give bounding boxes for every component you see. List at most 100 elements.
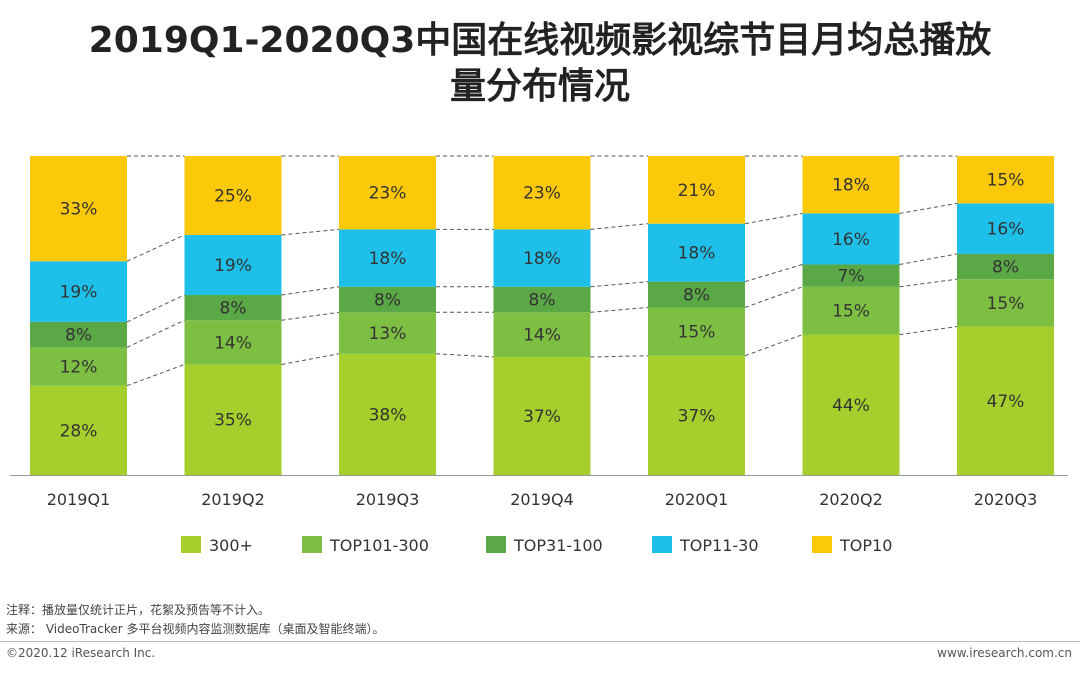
x-tick-label: 2020Q2 bbox=[819, 490, 883, 509]
data-label: 14% bbox=[214, 333, 252, 353]
data-label: 16% bbox=[987, 220, 1025, 240]
data-label: 19% bbox=[214, 256, 252, 276]
bar-segment-top10-2019q3 bbox=[339, 156, 436, 230]
bar-segment-top31-100-2020q1 bbox=[648, 281, 745, 308]
connector-line bbox=[281, 353, 340, 365]
connector-line bbox=[590, 306, 649, 313]
connector-line bbox=[899, 202, 958, 214]
connector-line bbox=[126, 234, 185, 262]
legend-label: TOP11-30 bbox=[679, 536, 759, 555]
bar-segment-top11-30-2019q2 bbox=[184, 234, 282, 295]
data-label: 15% bbox=[987, 294, 1025, 314]
bar-segment-top31-100-2019q3 bbox=[339, 286, 436, 313]
bar-segment-top10-2020q1 bbox=[648, 156, 745, 224]
data-label: 18% bbox=[678, 244, 716, 264]
data-label: 23% bbox=[369, 184, 407, 204]
connector-line bbox=[590, 355, 649, 358]
data-label: 15% bbox=[987, 171, 1025, 191]
legend-swatch bbox=[302, 536, 322, 553]
bar-segment-top31-100-2019q4 bbox=[493, 286, 591, 313]
data-label: 35% bbox=[214, 411, 252, 431]
legend-label: TOP101-300 bbox=[329, 536, 429, 555]
data-label: 15% bbox=[678, 323, 716, 343]
bar-segment-top31-100-2019q2 bbox=[184, 294, 282, 321]
x-tick-label: 2019Q1 bbox=[47, 490, 111, 509]
data-label: 37% bbox=[523, 407, 561, 427]
connector-line bbox=[744, 334, 803, 357]
legend-swatch bbox=[181, 536, 201, 553]
bar-segment-300--2019q3 bbox=[339, 353, 436, 475]
bar-segment-top31-100-2019q1 bbox=[30, 321, 127, 348]
connector-line bbox=[744, 212, 803, 225]
bar-segment-top11-30-2019q3 bbox=[339, 229, 436, 287]
bar-segment-300--2020q2 bbox=[802, 334, 900, 475]
connector-line bbox=[281, 228, 340, 236]
bar-segment-300--2020q3 bbox=[957, 326, 1054, 475]
x-tick-label: 2020Q3 bbox=[974, 490, 1038, 509]
chart-source: 来源： VideoTracker 多平台视频内容监测数据库（桌面及智能终端）。 bbox=[6, 622, 385, 636]
bar-segment-top101-300-2019q2 bbox=[184, 320, 282, 365]
bar-segment-top10-2020q3 bbox=[957, 156, 1054, 204]
data-label: 12% bbox=[60, 358, 98, 378]
chart-title-line-2: 量分布情况 bbox=[449, 66, 630, 107]
connector-line bbox=[899, 326, 958, 336]
data-label: 8% bbox=[992, 258, 1019, 278]
bar-segment-top101-300-2019q1 bbox=[30, 347, 127, 386]
bar-segment-top11-30-2019q1 bbox=[30, 261, 127, 322]
data-label: 47% bbox=[987, 392, 1025, 412]
bar-segment-top101-300-2020q3 bbox=[957, 279, 1054, 327]
stacked-bar-chart: 28% 12% 8% 19% 33% 2019Q1 35% 14% 8% 19% 25% 2019Q2… bbox=[10, 155, 1068, 555]
data-label: 8% bbox=[65, 326, 92, 346]
x-tick-label: 2019Q3 bbox=[356, 490, 420, 509]
bar-segment-top31-100-2020q3 bbox=[957, 253, 1054, 280]
footer-copyright: ©2020.12 iResearch Inc. bbox=[6, 646, 156, 660]
bar-segment-300--2019q1 bbox=[30, 385, 127, 475]
data-label: 15% bbox=[832, 302, 870, 322]
connector-line bbox=[126, 319, 185, 348]
bar-segment-top101-300-2019q3 bbox=[339, 312, 436, 354]
connector-line bbox=[126, 363, 185, 387]
data-label: 18% bbox=[369, 249, 407, 269]
bar-segment-top11-30-2019q4 bbox=[493, 229, 591, 287]
bar-segment-top10-2019q1 bbox=[30, 156, 127, 262]
data-label: 18% bbox=[523, 249, 561, 269]
footer-website: www.iresearch.com.cn bbox=[937, 646, 1072, 660]
data-label: 23% bbox=[523, 184, 561, 204]
bar-segment-top11-30-2020q1 bbox=[648, 223, 745, 282]
connector-line bbox=[281, 286, 340, 296]
data-label: 8% bbox=[374, 291, 401, 311]
connector-line bbox=[281, 311, 340, 321]
connector-line bbox=[744, 286, 803, 308]
bar-segment-top101-300-2019q4 bbox=[493, 312, 591, 357]
bar-segment-top101-300-2020q1 bbox=[648, 307, 745, 356]
data-label: 33% bbox=[60, 200, 98, 220]
data-label: 37% bbox=[678, 406, 716, 426]
x-tick-label: 2020Q1 bbox=[665, 490, 729, 509]
legend-label: 300+ bbox=[209, 536, 253, 555]
connector-line bbox=[590, 281, 649, 288]
data-label: 14% bbox=[523, 326, 561, 346]
data-label: 25% bbox=[214, 186, 252, 206]
x-tick-label: 2019Q2 bbox=[201, 490, 265, 509]
legend-swatch bbox=[486, 536, 506, 553]
connector-line bbox=[899, 253, 958, 265]
connector-line bbox=[744, 263, 803, 283]
bar-segment-top11-30-2020q2 bbox=[802, 213, 900, 265]
data-label: 28% bbox=[60, 421, 98, 441]
chart-note: 注释：播放量仅统计正片，花絮及预告等不计入。 bbox=[6, 603, 271, 617]
data-label: 8% bbox=[683, 286, 710, 306]
data-label: 38% bbox=[369, 405, 407, 425]
footer-divider bbox=[0, 641, 1080, 642]
connector-line bbox=[590, 223, 649, 230]
data-label: 16% bbox=[832, 230, 870, 250]
legend-label: TOP31-100 bbox=[513, 536, 603, 555]
bar-segment-top10-2020q2 bbox=[802, 156, 900, 214]
bar-segment-top10-2019q4 bbox=[493, 156, 591, 230]
data-label: 8% bbox=[220, 299, 247, 319]
data-label: 7% bbox=[838, 267, 865, 287]
data-label: 19% bbox=[60, 283, 98, 303]
data-label: 13% bbox=[369, 324, 407, 344]
bar-segment-300--2019q4 bbox=[493, 356, 591, 475]
legend-swatch bbox=[812, 536, 832, 553]
data-label: 21% bbox=[678, 181, 716, 201]
